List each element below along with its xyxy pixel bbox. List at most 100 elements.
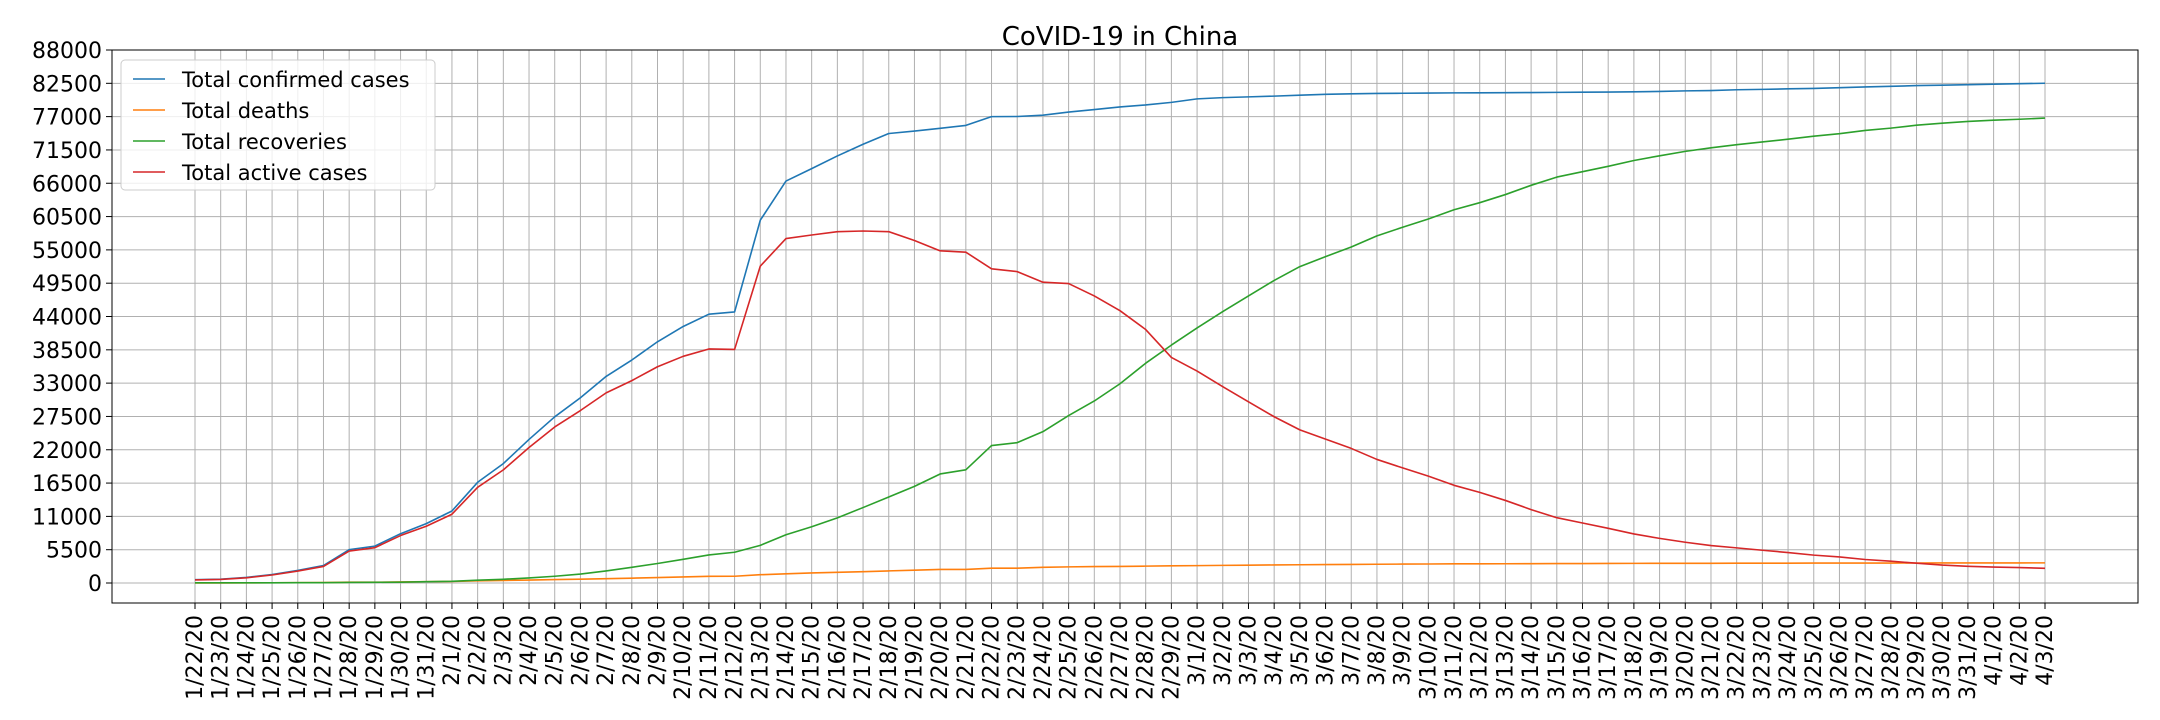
y-tick-label: 77000	[32, 106, 102, 131]
legend-label: Total confirmed cases	[181, 68, 410, 92]
y-tick-label: 55000	[32, 239, 102, 264]
x-tick-label: 2/22/20	[980, 615, 1005, 700]
x-tick-label: 3/7/20	[1339, 615, 1364, 686]
x-tick-label: 1/22/20	[183, 615, 208, 700]
y-tick-label: 71500	[32, 139, 102, 164]
x-tick-label: 2/12/20	[723, 615, 748, 700]
x-tick-label: 2/10/20	[671, 615, 696, 700]
x-tick-label: 1/25/20	[260, 615, 285, 700]
x-tick-label: 3/23/20	[1750, 615, 1775, 700]
x-tick-label: 2/5/20	[543, 615, 568, 686]
x-tick-label: 1/28/20	[337, 615, 362, 700]
y-tick-label: 11000	[32, 505, 102, 530]
legend-box	[120, 59, 436, 191]
x-tick-label: 2/26/20	[1082, 615, 1107, 700]
x-tick-label: 2/16/20	[825, 615, 850, 700]
legend: Total confirmed cases Total deaths Total r…	[120, 59, 436, 191]
x-tick-label: 3/31/20	[1956, 615, 1981, 700]
y-tick-label: 16500	[32, 472, 102, 497]
x-tick-label: 3/6/20	[1314, 615, 1339, 686]
x-tick-label: 2/13/20	[748, 615, 773, 700]
x-tick-label: 3/29/20	[1905, 615, 1930, 700]
x-tick-label: 3/3/20	[1236, 615, 1261, 686]
legend-label: Total active cases	[181, 161, 367, 185]
x-tick-label: 2/17/20	[851, 615, 876, 700]
x-tick-label: 1/26/20	[286, 615, 311, 700]
x-tick-label: 2/6/20	[568, 615, 593, 686]
grid-lines	[112, 49, 2138, 603]
x-tick-label: 2/21/20	[954, 615, 979, 700]
x-tick-label: 3/24/20	[1776, 615, 1801, 700]
x-tick-label: 2/29/20	[1159, 615, 1184, 700]
series-line	[194, 82, 2046, 581]
x-tick-label: 2/18/20	[877, 615, 902, 700]
x-tick-label: 3/2/20	[1211, 615, 1236, 686]
x-tick-label: 2/27/20	[1108, 615, 1133, 700]
x-tick-label: 1/29/20	[363, 615, 388, 700]
x-tick-label: 2/2/20	[466, 615, 491, 686]
y-tick-label: 27500	[32, 405, 102, 430]
x-tick-label: 1/30/20	[389, 615, 414, 700]
x-tick-label: 3/14/20	[1519, 615, 1544, 700]
x-tick-label: 3/16/20	[1571, 615, 1596, 700]
x-tick-label: 3/22/20	[1725, 615, 1750, 700]
x-tick-label: 3/11/20	[1442, 615, 1467, 700]
series-line	[194, 230, 2046, 581]
x-tick-label: 2/19/20	[902, 615, 927, 700]
x-tick-label: 3/10/20	[1416, 615, 1441, 700]
x-tick-label: 3/20/20	[1673, 615, 1698, 700]
x-tick-label: 3/25/20	[1802, 615, 1827, 700]
y-tick-label: 33000	[32, 372, 102, 397]
x-tick-label: 3/9/20	[1391, 615, 1416, 686]
x-tick-label: 2/9/20	[646, 615, 671, 686]
y-tick-label: 49500	[32, 272, 102, 297]
x-tick-label: 3/18/20	[1622, 615, 1647, 700]
y-tick-label: 22000	[32, 439, 102, 464]
plot-frame	[111, 49, 2139, 604]
y-tick-label: 38500	[32, 339, 102, 364]
x-tick-label: 2/15/20	[800, 615, 825, 700]
x-tick-label: 3/13/20	[1493, 615, 1518, 700]
y-axis: 0 5500 11000 16500 22000 27500 33000 38500 44000…	[32, 39, 112, 597]
x-tick-label: 3/27/20	[1853, 615, 1878, 700]
x-tick-label: 2/11/20	[697, 615, 722, 700]
x-tick-label: 1/27/20	[311, 615, 336, 700]
x-tick-label: 1/24/20	[234, 615, 259, 700]
x-tick-label: 2/8/20	[620, 615, 645, 686]
x-tick-label: 2/20/20	[928, 615, 953, 700]
x-tick-label: 3/26/20	[1827, 615, 1852, 700]
x-tick-label: 2/25/20	[1057, 615, 1082, 700]
x-tick-label: 3/28/20	[1879, 615, 1904, 700]
y-tick-label: 88000	[32, 39, 102, 64]
y-tick-label: 60500	[32, 206, 102, 231]
x-tick-label: 2/14/20	[774, 615, 799, 700]
y-tick-label: 5500	[46, 539, 102, 564]
x-tick-label: 3/8/20	[1365, 615, 1390, 686]
y-tick-label: 66000	[32, 172, 102, 197]
x-axis: 1/22/20 1/23/20 1/24/20 1/25/20 1/26/20 1/27/…	[183, 603, 2058, 700]
chart-title: CoVID-19 in China	[1002, 22, 1239, 52]
y-tick-label: 82500	[32, 72, 102, 97]
x-tick-label: 2/24/20	[1031, 615, 1056, 700]
x-tick-label: 2/23/20	[1005, 615, 1030, 700]
x-tick-label: 3/15/20	[1545, 615, 1570, 700]
x-tick-label: 2/4/20	[517, 615, 542, 686]
x-tick-label: 2/1/20	[440, 615, 465, 686]
y-tick-label: 44000	[32, 306, 102, 331]
x-tick-label: 2/28/20	[1134, 615, 1159, 700]
series-line	[194, 117, 2046, 584]
y-tick-label: 0	[88, 572, 102, 597]
x-tick-label: 4/1/20	[1982, 615, 2007, 686]
x-tick-label: 2/3/20	[491, 615, 516, 686]
x-tick-label: 1/23/20	[209, 615, 234, 700]
x-tick-label: 3/17/20	[1596, 615, 1621, 700]
x-tick-label: 3/4/20	[1262, 615, 1287, 686]
x-tick-label: 3/19/20	[1648, 615, 1673, 700]
x-tick-label: 1/31/20	[414, 615, 439, 700]
series-group	[194, 82, 2046, 584]
legend-label: Total deaths	[181, 99, 309, 123]
x-tick-label: 3/21/20	[1699, 615, 1724, 700]
x-tick-label: 3/1/20	[1185, 615, 1210, 686]
x-tick-label: 4/3/20	[2033, 615, 2058, 686]
